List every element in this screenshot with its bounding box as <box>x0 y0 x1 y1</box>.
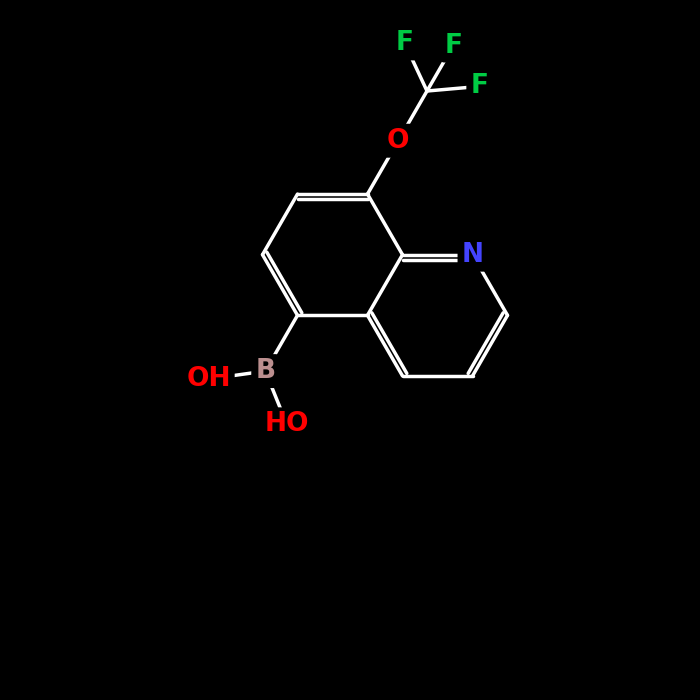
Text: O: O <box>387 127 409 154</box>
Text: OH: OH <box>186 366 231 392</box>
Text: N: N <box>461 241 484 267</box>
Text: F: F <box>395 30 414 57</box>
Text: HO: HO <box>265 412 309 438</box>
Text: F: F <box>470 74 489 99</box>
Text: B: B <box>256 358 275 384</box>
Text: F: F <box>444 32 462 59</box>
